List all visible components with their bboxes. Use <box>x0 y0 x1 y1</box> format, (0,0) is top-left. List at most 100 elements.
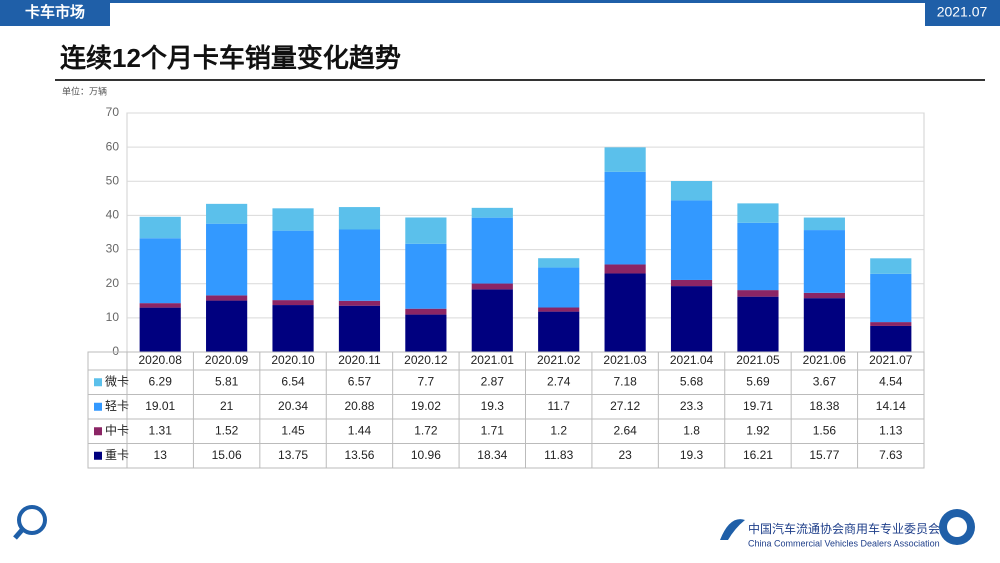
top-line <box>0 0 1000 3</box>
bar-segment <box>139 238 181 304</box>
bar-segment <box>604 147 646 172</box>
table-value: 4.54 <box>879 374 903 388</box>
legend-swatch <box>94 378 102 387</box>
legend-label: 轻卡 <box>105 399 129 413</box>
table-value: 5.69 <box>746 374 770 388</box>
legend-label: 重卡 <box>105 448 129 462</box>
bar-segment <box>803 217 845 231</box>
bar-segment <box>206 300 248 352</box>
table-value: 1.8 <box>683 423 700 437</box>
bar-segment <box>803 230 845 293</box>
y-tick-label: 60 <box>106 139 120 153</box>
x-tick-label: 2021.07 <box>869 353 913 367</box>
bar-segment <box>206 223 248 296</box>
bar-segment <box>272 230 314 301</box>
bar-segment <box>604 273 646 352</box>
bar-segment <box>803 298 845 352</box>
chart-title: 连续12个月卡车销量变化趋势 <box>60 43 401 73</box>
bar-segment <box>538 267 580 308</box>
bar-segment <box>471 217 513 284</box>
table-value: 6.29 <box>149 374 173 388</box>
bar-segment <box>670 200 713 280</box>
y-tick-label: 0 <box>112 344 119 358</box>
table-value: 11.7 <box>547 399 570 413</box>
table-value: 6.57 <box>348 374 372 388</box>
bar-segment <box>206 295 248 301</box>
bar-segment <box>272 208 314 231</box>
date-tab <box>925 0 1000 26</box>
bar-segment <box>803 292 845 299</box>
bar-segment <box>737 296 779 352</box>
bar-segment <box>405 308 447 315</box>
table-value: 16.21 <box>743 448 773 462</box>
table-value: 19.3 <box>481 399 505 413</box>
table-value: 23.3 <box>680 399 704 413</box>
bar-segment <box>604 171 646 265</box>
search-icon-handle <box>13 528 24 540</box>
table-value: 19.3 <box>680 448 704 462</box>
legend-swatch <box>94 451 102 460</box>
table-value: 1.45 <box>281 423 305 437</box>
search-icon <box>17 505 47 535</box>
bar-segment <box>139 307 181 352</box>
y-tick-label: 40 <box>106 208 120 222</box>
table-value: 1.72 <box>414 423 438 437</box>
bar-segment <box>737 222 779 291</box>
table-value: 1.2 <box>550 423 567 437</box>
x-tick-label: 2020.08 <box>139 353 183 367</box>
bar-segment <box>405 314 447 352</box>
x-tick-label: 2020.09 <box>205 353 249 367</box>
bar-segment <box>604 264 646 274</box>
table-value: 19.71 <box>743 399 773 413</box>
table-value: 23 <box>618 448 632 462</box>
table-value: 2.87 <box>481 374 505 388</box>
x-tick-label: 2021.05 <box>736 353 780 367</box>
bar-segment <box>206 203 248 224</box>
bar-segment <box>139 303 181 308</box>
table-value: 2.74 <box>547 374 571 388</box>
table-value: 6.54 <box>281 374 305 388</box>
bar-segment <box>338 229 381 301</box>
table-value: 1.92 <box>746 423 770 437</box>
bar-segment <box>338 305 381 352</box>
table-value: 19.01 <box>145 399 175 413</box>
bar-segment <box>471 207 513 218</box>
bar-segment <box>471 283 513 290</box>
footer-org-cn: 中国汽车流通协会商用车专业委员会 <box>748 521 940 536</box>
table-value: 3.67 <box>813 374 837 388</box>
x-tick-label: 2021.06 <box>803 353 847 367</box>
section-tab <box>0 0 110 26</box>
table-value: 7.63 <box>879 448 903 462</box>
table-value: 15.77 <box>809 448 839 462</box>
y-tick-label: 50 <box>106 173 120 187</box>
x-tick-label: 2020.12 <box>404 353 448 367</box>
bar-segment <box>338 300 381 306</box>
bar-segment <box>272 300 314 306</box>
bar-segment <box>737 203 779 223</box>
bar-segment <box>737 290 779 297</box>
table-value: 15.06 <box>212 448 242 462</box>
y-axis-label: 单位：万辆 <box>62 85 107 96</box>
table-value: 20.88 <box>344 399 374 413</box>
bar-segment <box>471 289 513 352</box>
bar-segment <box>338 207 381 230</box>
table-value: 20.34 <box>278 399 308 413</box>
footer-mark <box>720 519 745 540</box>
y-tick-label: 30 <box>106 242 120 256</box>
bar-segment <box>405 217 447 244</box>
bar-segment <box>670 181 713 201</box>
footer-logo-inner <box>947 517 967 537</box>
table-value: 2.64 <box>613 423 637 437</box>
table-value: 13.56 <box>344 448 374 462</box>
table-value: 18.34 <box>477 448 507 462</box>
table-value: 1.44 <box>348 423 372 437</box>
bar-segment <box>870 258 912 274</box>
bar-segment <box>538 307 580 312</box>
bar-segment <box>139 216 181 239</box>
legend-label: 微卡 <box>105 374 129 388</box>
x-tick-label: 2021.01 <box>471 353 515 367</box>
x-tick-label: 2021.02 <box>537 353 581 367</box>
table-value: 7.7 <box>418 374 435 388</box>
table-value: 13 <box>154 448 168 462</box>
y-tick-label: 70 <box>106 105 120 119</box>
